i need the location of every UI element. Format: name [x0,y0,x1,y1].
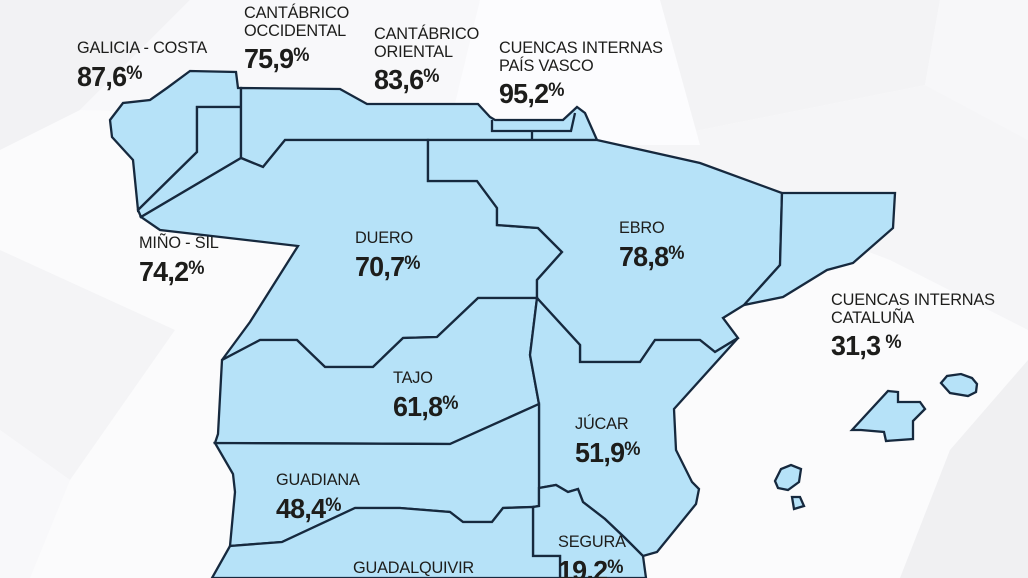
region-value: 48,4% [276,492,342,524]
label-guadiana: GUADIANA 48,4% [276,471,360,523]
region-value: 19,2% [558,554,624,578]
region-name: EBRO [619,218,665,237]
region-cuencas-internas-pais-vasco [490,112,577,140]
island-menorca [939,372,979,398]
region-value: 75,9% [244,43,310,74]
region-value: 70,7% [355,250,421,282]
region-name-line2: PAÍS VASCO [499,55,594,75]
regions [108,69,897,578]
percent-sign: % [668,242,685,264]
island-mallorca [849,389,927,443]
island-formentera [790,495,806,511]
region-value: 87,6% [77,60,143,92]
balearic-islands [773,372,979,511]
label-ebro: EBRO 78,8% [619,219,684,271]
region-name-line2: ORIENTAL [374,41,453,61]
percent-sign: % [624,438,641,460]
region-name: TAJO [393,368,433,387]
label-duero: DUERO 70,7% [355,229,420,281]
region-name: GUADIANA [276,470,360,489]
region-value: 51,9% [575,436,641,468]
percent-sign: % [607,556,624,578]
percent-sign: % [880,332,902,353]
region-value: 95,2% [499,78,565,109]
percent-sign: % [126,62,143,84]
region-value: 83,6% [374,64,440,95]
percent-sign: % [293,45,310,66]
percent-sign: % [548,80,565,101]
region-name: JÚCAR [575,414,629,433]
label-cuencas-internas-cataluna: CUENCAS INTERNAS CATALUÑA 31,3 % [831,291,995,360]
label-cantabrico-oriental: CANTÁBRICO ORIENTAL 83,6% [374,25,479,94]
region-value: 61,8% [393,390,459,422]
label-galicia-costa: GALICIA - COSTA 87,6% [77,39,207,91]
percent-sign: % [325,494,342,516]
region-value: 78,8% [619,240,685,272]
region-guadalquivir [210,505,562,578]
region-name: GALICIA - COSTA [77,38,208,57]
percent-sign: % [188,257,205,279]
island-ibiza [773,463,803,492]
percent-sign: % [442,392,459,414]
region-name: CANTÁBRICO [244,3,350,22]
region-name: CANTÁBRICO [374,24,480,43]
region-name-line2: CATALUÑA [831,307,915,327]
region-name: MIÑO - SIL [139,233,219,252]
label-guadalquivir: GUADALQUIVIR [353,559,474,577]
region-name: DUERO [355,228,413,247]
region-name: CUENCAS INTERNAS [499,38,663,57]
label-mino-sil: MIÑO - SIL 74,2% [139,234,219,286]
region-value: 74,2% [139,255,205,287]
region-value: 31,3 % [831,330,902,361]
label-cantabrico-occidental: CANTÁBRICO OCCIDENTAL 75,9% [244,4,349,73]
region-name-line2: OCCIDENTAL [244,20,347,40]
label-cuencas-internas-pais-vasco: CUENCAS INTERNAS PAÍS VASCO 95,2% [499,39,663,108]
percent-sign: % [404,252,421,274]
label-segura: SEGURA 19,2% [558,533,626,578]
region-name: GUADALQUIVIR [353,558,475,577]
region-name: SEGURA [558,532,626,551]
label-jucar: JÚCAR 51,9% [575,415,640,467]
percent-sign: % [423,66,440,87]
region-cuencas-internas-cataluna [740,191,897,307]
region-name: CUENCAS INTERNAS [831,290,995,309]
label-tajo: TAJO 61,8% [393,369,458,421]
